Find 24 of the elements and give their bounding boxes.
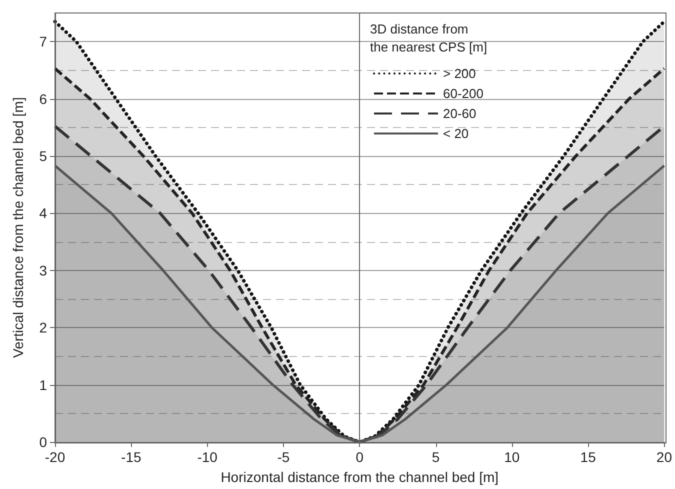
legend-title: 3D distance from the nearest CPS [m] [370,22,488,54]
y-tick-label: 2 [39,320,48,336]
x-tick-label: 5 [432,449,440,465]
x-tick-label: 20 [656,449,672,465]
y-tick-label: 4 [39,205,48,222]
y-tick-label: 7 [39,34,48,50]
legend-label: < 20 [443,126,469,141]
x-tick-label: 10 [504,449,520,465]
x-axis-title: Horizontal distance from the channel bed [m] [220,469,499,485]
x-tick-label: -10 [197,449,218,465]
legend-label: 20-60 [443,106,476,121]
y-tick-label: 0 [39,434,48,450]
x-tick-label: -15 [121,449,142,465]
x-tick-label: -20 [44,449,66,465]
x-tick-label: 15 [580,449,596,465]
legend-label: > 200 [443,66,476,81]
x-tick-label: -5 [277,449,290,465]
x-tick-label: 0 [356,449,364,465]
legend-label: 60-200 [443,86,484,101]
y-tick-label: 1 [39,376,48,393]
y-tick-label: 6 [39,90,48,107]
y-tick-label: 5 [39,148,48,164]
y-tick-label: 3 [39,262,48,278]
y-axis-title: Vertical distance from the channel bed [m] [10,97,26,358]
